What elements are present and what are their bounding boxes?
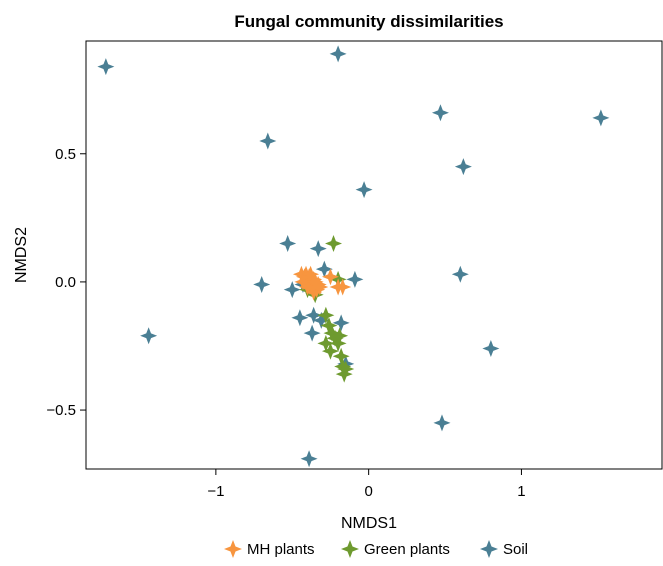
y-axis-label: NMDS2 [13, 227, 30, 283]
x-axis-ticks: −1 0 1 [207, 469, 526, 500]
scatter-point [320, 316, 338, 334]
legend-label: Green plants [364, 541, 450, 558]
scatter-point [305, 283, 323, 301]
scatter-point [97, 58, 115, 76]
legend-marker [224, 540, 242, 558]
scatter-point [303, 324, 321, 342]
x-tick-label: −1 [207, 483, 224, 500]
scatter-point [300, 450, 318, 468]
scatter-point [315, 260, 333, 278]
scatter-point [294, 273, 312, 291]
x-tick-label: 0 [364, 483, 372, 500]
legend-item: Soil [480, 540, 528, 558]
scatter-point [317, 306, 335, 324]
legend-marker [480, 540, 498, 558]
scatter-point [306, 273, 324, 291]
scatter-point [329, 45, 347, 63]
scatter-point [326, 329, 344, 347]
scatter-point [431, 104, 449, 122]
scatter-point [308, 281, 326, 299]
scatter-point [279, 234, 297, 252]
x-axis-label: NMDS1 [341, 515, 397, 532]
scatter-point [317, 334, 335, 352]
scatter-point [291, 309, 309, 327]
scatter-point [334, 357, 352, 375]
legend-item: MH plants [224, 540, 315, 558]
scatter-point [140, 327, 158, 345]
scatter-point [482, 340, 500, 358]
legend-item: Green plants [341, 540, 450, 558]
scatter-point [253, 275, 271, 293]
y-tick-label: 0.5 [55, 146, 76, 163]
scatter-point [346, 270, 364, 288]
scatter-point [332, 314, 350, 332]
legend-label: Soil [503, 541, 528, 558]
legend-marker [341, 540, 359, 558]
scatter-point [259, 132, 277, 150]
scatter-point [331, 327, 349, 345]
scatter-point [355, 181, 373, 199]
scatter-point [325, 234, 343, 252]
y-axis-ticks: −0.5 0.0 0.5 [46, 146, 86, 419]
scatter-point [312, 311, 330, 329]
x-tick-label: 1 [517, 483, 525, 500]
scatter-point [309, 240, 327, 258]
scatter-point [311, 278, 329, 296]
chart-title: Fungal community dissimilarities [234, 12, 503, 31]
plot-frame [85, 40, 663, 470]
legend-label: MH plants [247, 541, 315, 558]
scatter-point [337, 360, 355, 378]
scatter-point [335, 365, 353, 383]
scatter-point [454, 158, 472, 176]
legend: MH plants Green plants Soil [224, 540, 528, 558]
data-points [97, 45, 610, 468]
scatter-point [332, 347, 350, 365]
scatter-point [321, 342, 339, 360]
scatter-point [433, 414, 451, 432]
y-tick-label: 0.0 [55, 274, 76, 291]
scatter-point [451, 265, 469, 283]
scatter-point [592, 109, 610, 127]
scatter-point [305, 306, 323, 324]
scatter-point [334, 278, 352, 296]
scatter-point [302, 265, 320, 283]
scatter-point [299, 278, 317, 296]
scatter-point [283, 281, 301, 299]
y-tick-label: −0.5 [46, 402, 76, 419]
scatter-point [329, 334, 347, 352]
scatter-point [323, 324, 341, 342]
scatter-point [321, 268, 339, 286]
